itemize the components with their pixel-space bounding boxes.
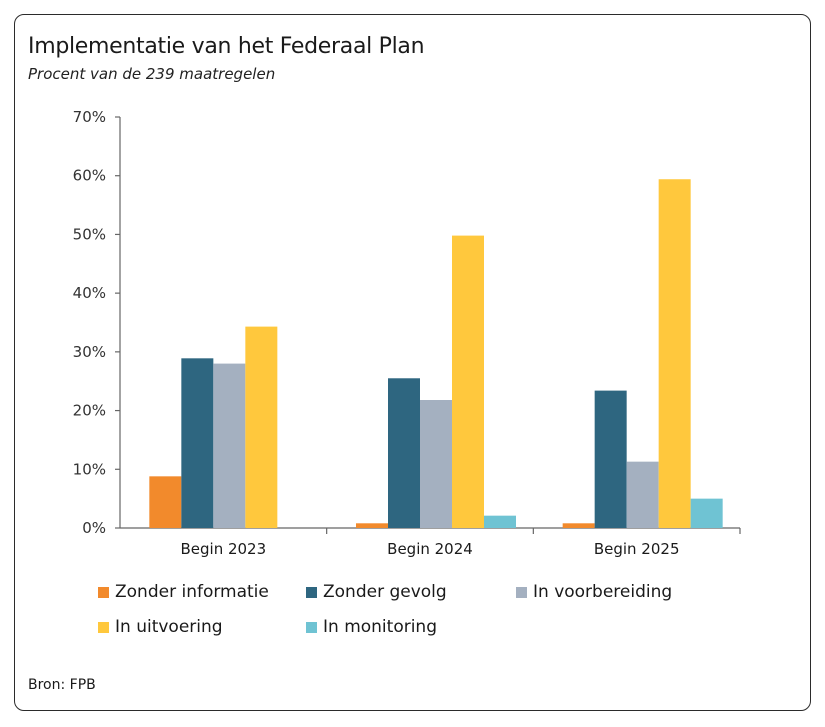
bar [181, 358, 214, 528]
legend-swatch [98, 621, 109, 633]
legend-label: In uitvoering [115, 617, 223, 637]
y-tick-label: 0% [82, 519, 106, 537]
legend-item: In uitvoering [98, 617, 223, 637]
bar [149, 476, 182, 528]
bar [594, 390, 627, 528]
bar [420, 400, 452, 528]
legend-swatch [306, 621, 317, 633]
bar [388, 378, 420, 528]
legend-item: In monitoring [306, 617, 437, 637]
legend-swatch [98, 586, 109, 598]
legend-swatch [516, 586, 527, 598]
legend-item: Zonder gevolg [306, 582, 447, 602]
legend-label: Zonder informatie [115, 582, 269, 602]
y-tick-label: 20% [73, 402, 106, 420]
bar [658, 179, 691, 529]
bar [690, 498, 723, 528]
legend-swatch [306, 586, 317, 598]
bar [213, 363, 246, 528]
y-tick-label: 60% [73, 167, 106, 185]
bar [562, 523, 595, 528]
x-tick-label: Begin 2025 [594, 540, 680, 558]
chart-title: Implementatie van het Federaal Plan [28, 34, 425, 59]
y-tick-label: 40% [73, 284, 106, 302]
bar [452, 235, 484, 529]
bar [356, 523, 388, 528]
labels: 0% 10% 20% 30% 40% 50% 60% 70% Begin 2023 Begin 2… [73, 108, 680, 558]
y-tick-label: 30% [73, 343, 106, 361]
x-tick-label: Begin 2023 [180, 540, 266, 558]
bar [484, 515, 516, 528]
legend-label: Zonder gevolg [323, 582, 447, 602]
legend-item: In voorbereiding [516, 582, 672, 602]
x-tick-label: Begin 2024 [387, 540, 473, 558]
chart-subtitle: Procent van de 239 maatregelen [28, 65, 276, 83]
y-tick-label: 70% [73, 108, 106, 126]
legend-item: Zonder informatie [98, 582, 269, 602]
bars [149, 179, 723, 529]
legend-label: In monitoring [323, 617, 437, 637]
bar [626, 461, 659, 528]
y-tick-label: 50% [73, 225, 106, 243]
source-note: Bron: FPB [28, 677, 96, 693]
bar [245, 326, 278, 528]
y-tick-label: 10% [73, 460, 106, 478]
legend-label: In voorbereiding [533, 582, 673, 602]
